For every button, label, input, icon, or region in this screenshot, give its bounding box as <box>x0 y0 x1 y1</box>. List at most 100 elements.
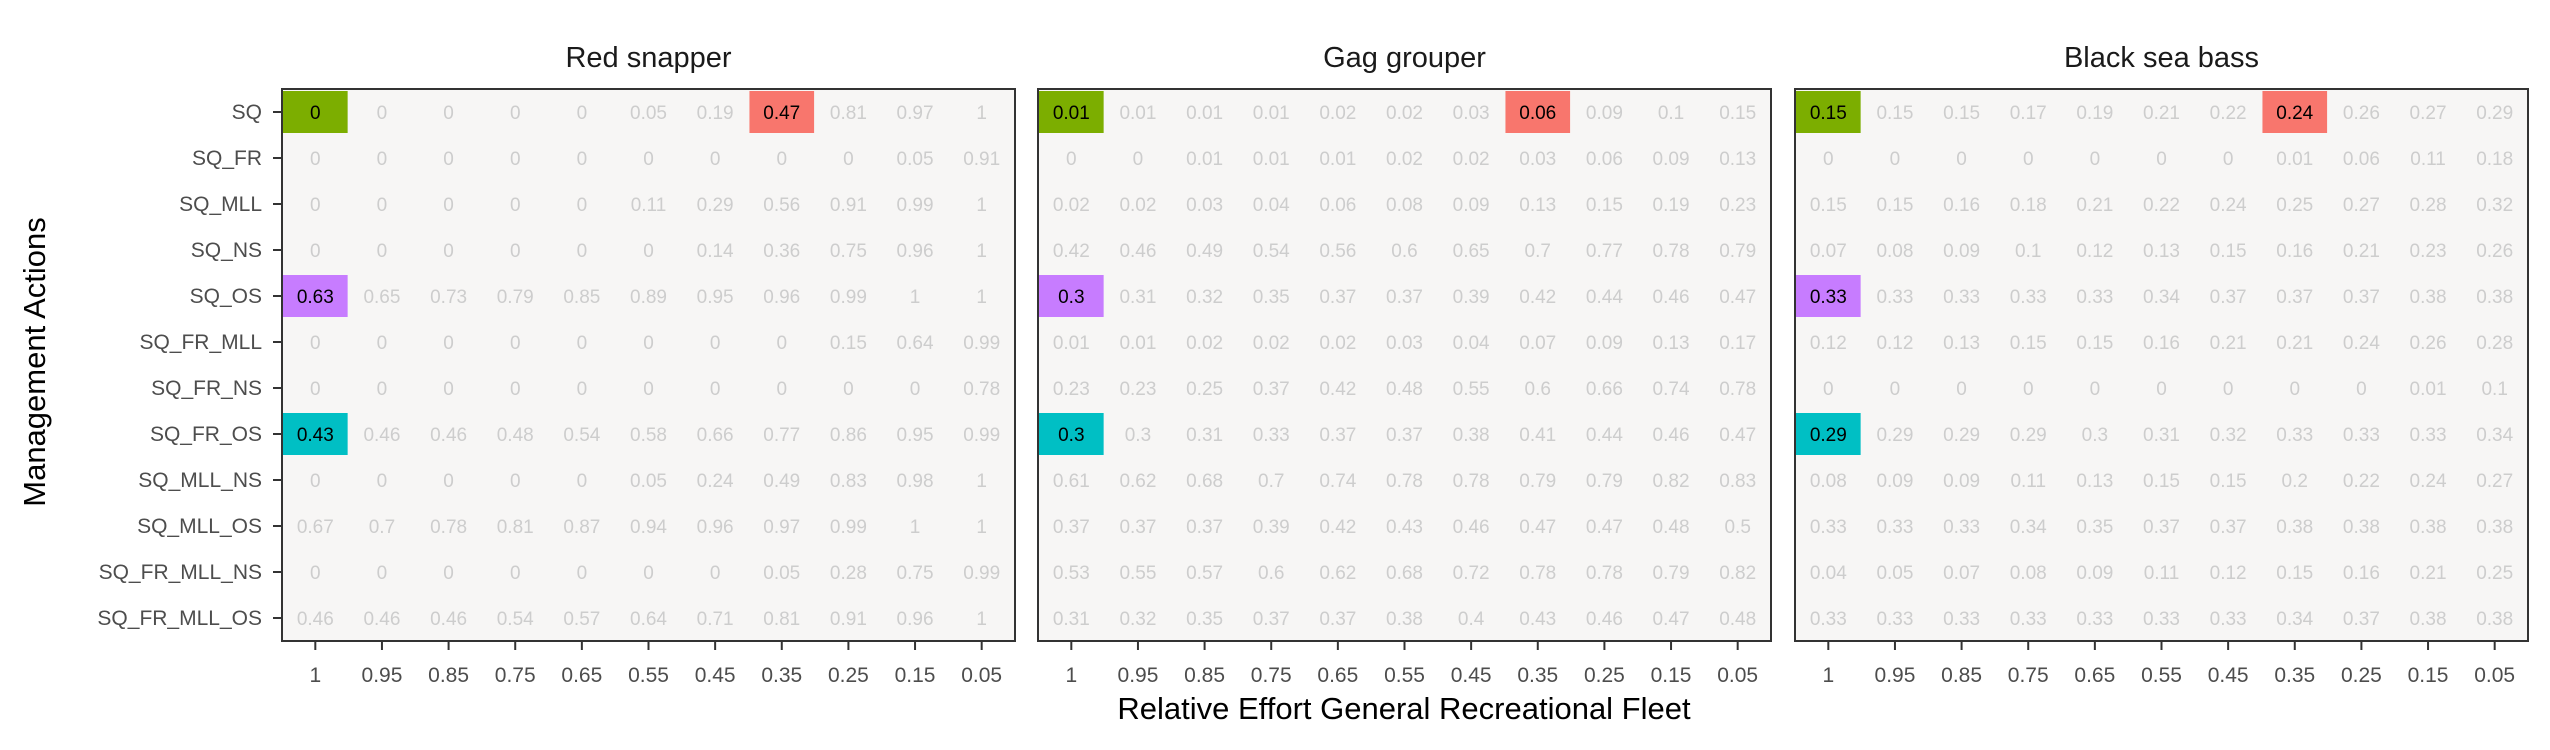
cell-value: 0 <box>643 563 654 584</box>
cell-value: 0 <box>2023 379 2034 400</box>
cell-value: 0.46 <box>297 609 334 630</box>
cell-value: 0.02 <box>1319 103 1356 124</box>
cell-value: 0 <box>377 149 388 170</box>
x-tick-label: 0.85 <box>1941 664 1982 687</box>
cell-value: 0.24 <box>2276 103 2313 124</box>
cell-value: 0.44 <box>1586 287 1623 308</box>
cell-value: 0 <box>310 379 321 400</box>
cell-value: 0.17 <box>1719 333 1756 354</box>
cell-value: 0.31 <box>2143 425 2180 446</box>
y-tick-label: SQ_FR <box>192 147 262 170</box>
cell-value: 0.81 <box>830 103 867 124</box>
cell-value: 0.34 <box>2276 609 2313 630</box>
highlight-cell <box>1039 91 1104 133</box>
cell-value: 0 <box>443 333 454 354</box>
cell-value: 0 <box>377 333 388 354</box>
y-tick-label: SQ_NS <box>191 239 262 262</box>
x-tick-label: 0.45 <box>1451 664 1492 687</box>
cell-value: 0.68 <box>1186 471 1223 492</box>
cell-value: 0.11 <box>2010 471 2046 492</box>
cell-value: 0.64 <box>897 333 934 354</box>
x-tick-label: 1 <box>1065 664 1077 687</box>
cell-value: 0.15 <box>1810 195 1847 216</box>
cell-value: 1 <box>976 609 987 630</box>
cell-value: 0.23 <box>2410 241 2447 262</box>
cell-value: 0.33 <box>2010 287 2047 308</box>
cell-value: 0.75 <box>830 241 867 262</box>
cell-value: 0.99 <box>963 333 1000 354</box>
cell-value: 0.79 <box>1719 241 1756 262</box>
cell-value: 0 <box>510 241 521 262</box>
cell-value: 0.67 <box>297 517 334 538</box>
x-tick-label: 0.65 <box>1317 664 1358 687</box>
cell-value: 0.81 <box>497 517 534 538</box>
cell-value: 0.01 <box>1186 149 1223 170</box>
cell-value: 0 <box>2156 149 2167 170</box>
cell-value: 0.15 <box>1719 103 1756 124</box>
cell-value: 0.15 <box>2210 471 2247 492</box>
cell-value: 0.42 <box>1319 517 1356 538</box>
cell-value: 0.15 <box>1586 195 1623 216</box>
cell-value: 0.13 <box>2143 241 2180 262</box>
cell-value: 0.34 <box>2010 517 2047 538</box>
cell-value: 0.41 <box>1519 425 1556 446</box>
cell-value: 0.46 <box>1119 241 1156 262</box>
cell-value: 0.37 <box>1319 287 1356 308</box>
cell-value: 0.01 <box>1186 103 1223 124</box>
y-tick-label: SQ_MLL_OS <box>137 515 262 538</box>
panel-gag-grouper: 0.01 0.01 0.01 0.01 0.02 0.02 0.03 0.06 0.09 0.1 0… <box>1037 42 1772 687</box>
cell-value: 0.29 <box>2476 103 2513 124</box>
cell-value: 0.33 <box>2410 425 2447 446</box>
cell-value: 0 <box>710 333 721 354</box>
cell-value: 0.24 <box>2210 195 2247 216</box>
cell-value: 1 <box>910 287 921 308</box>
cell-value: 0.15 <box>2010 333 2047 354</box>
cell-value: 0 <box>577 563 588 584</box>
cell-value: 0.66 <box>697 425 734 446</box>
cell-value: 0.6 <box>1391 241 1417 262</box>
cell-value: 0.95 <box>897 425 934 446</box>
cell-value: 0 <box>310 149 321 170</box>
cell-value: 0.24 <box>2343 333 2380 354</box>
cell-value: 0.1 <box>1658 103 1684 124</box>
highlight-cell <box>1796 413 1861 455</box>
cell-value: 0.65 <box>363 287 400 308</box>
cell-value: 0.3 <box>1058 425 1084 446</box>
x-tick-label: 0.15 <box>895 664 936 687</box>
cell-value: 0.33 <box>1810 609 1847 630</box>
cell-value: 0.35 <box>1186 609 1223 630</box>
cell-value: 0.1 <box>2015 241 2041 262</box>
cell-value: 0.32 <box>2210 425 2247 446</box>
cell-value: 0.46 <box>1653 425 1690 446</box>
highlight-cell <box>283 91 348 133</box>
cell-value: 0.48 <box>1386 379 1423 400</box>
cell-value: 0 <box>510 563 521 584</box>
cell-value: 0.6 <box>1258 563 1284 584</box>
cell-value: 0.99 <box>963 563 1000 584</box>
highlight-cell <box>1796 91 1861 133</box>
cell-value: 0.89 <box>630 287 667 308</box>
cell-value: 0 <box>510 195 521 216</box>
cell-value: 0.38 <box>2476 609 2513 630</box>
cell-value: 0.07 <box>1943 563 1980 584</box>
x-tick-label: 0.05 <box>2474 664 2515 687</box>
cell-value: 0.38 <box>2476 287 2513 308</box>
cell-value: 0.73 <box>430 287 467 308</box>
cell-value: 0 <box>510 103 521 124</box>
cell-value: 0.15 <box>2076 333 2113 354</box>
cell-value: 0.06 <box>1519 103 1556 124</box>
cell-value: 0 <box>1133 149 1144 170</box>
cell-value: 0.12 <box>1876 333 1913 354</box>
cell-value: 0.15 <box>2276 563 2313 584</box>
cell-value: 0.03 <box>1386 333 1423 354</box>
cell-value: 0 <box>577 195 588 216</box>
cell-value: 0.48 <box>1653 517 1690 538</box>
x-tick-label: 0.55 <box>628 664 669 687</box>
cell-value: 0 <box>643 241 654 262</box>
cell-value: 0.13 <box>1719 149 1756 170</box>
cell-value: 0.56 <box>763 195 800 216</box>
cell-value: 0.42 <box>1319 379 1356 400</box>
cell-value: 0.6 <box>1525 379 1551 400</box>
panel-background <box>282 89 1015 641</box>
cell-value: 0.11 <box>2410 149 2446 170</box>
